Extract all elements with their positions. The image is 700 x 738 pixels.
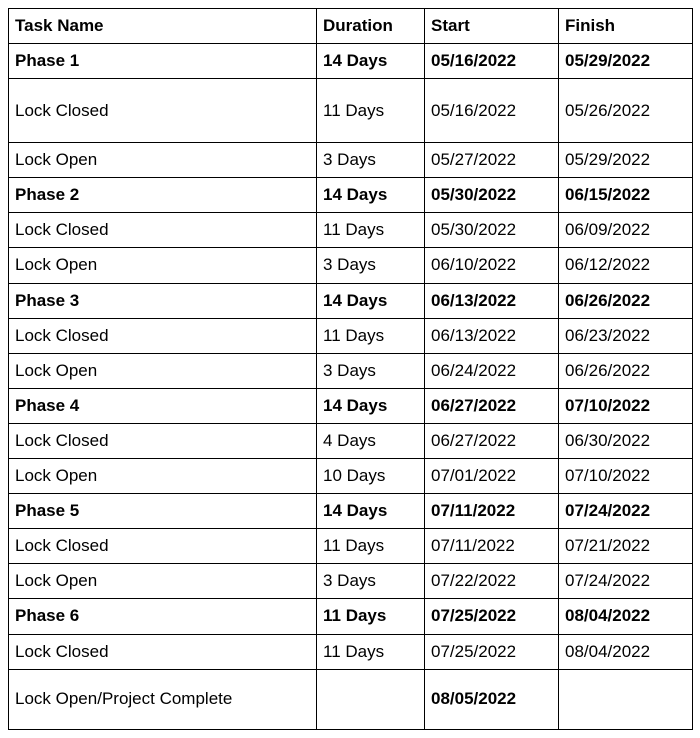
table-cell: 10 Days: [317, 459, 425, 494]
table-cell: 06/13/2022: [425, 283, 559, 318]
table-cell: 07/01/2022: [425, 459, 559, 494]
table-cell: Lock Open: [9, 353, 317, 388]
table-row: Lock Open/Project Complete 08/05/2022: [9, 669, 693, 729]
table-row: Lock Closed11 Days06/13/202206/23/2022: [9, 318, 693, 353]
table-cell: Lock Closed: [9, 79, 317, 143]
table-cell: 05/30/2022: [425, 178, 559, 213]
table-row: Phase 414 Days06/27/202207/10/2022: [9, 388, 693, 423]
table-cell: 07/25/2022: [425, 634, 559, 669]
table-cell: 06/24/2022: [425, 353, 559, 388]
table-cell: 14 Days: [317, 178, 425, 213]
table-cell: 05/27/2022: [425, 143, 559, 178]
table-cell: 08/04/2022: [559, 599, 693, 634]
table-cell: 06/26/2022: [559, 353, 693, 388]
table-cell: Phase 5: [9, 494, 317, 529]
table-cell: 11 Days: [317, 318, 425, 353]
table-cell: 06/13/2022: [425, 318, 559, 353]
table-cell: 14 Days: [317, 388, 425, 423]
table-cell: Phase 1: [9, 44, 317, 79]
table-header-row: Task Name Duration Start Finish: [9, 9, 693, 44]
table-cell: 08/05/2022: [425, 669, 559, 729]
table-row: Lock Closed11 Days05/16/202205/26/2022: [9, 79, 693, 143]
table-cell: Lock Open: [9, 564, 317, 599]
table-cell: 11 Days: [317, 529, 425, 564]
col-header-start: Start: [425, 9, 559, 44]
table-cell: 06/10/2022: [425, 248, 559, 283]
table-cell: 07/21/2022: [559, 529, 693, 564]
table-cell: 05/16/2022: [425, 44, 559, 79]
table-row: Phase 114 Days05/16/202205/29/2022: [9, 44, 693, 79]
table-row: Phase 314 Days06/13/202206/26/2022: [9, 283, 693, 318]
table-cell: Lock Closed: [9, 318, 317, 353]
table-cell: Lock Closed: [9, 634, 317, 669]
col-header-duration: Duration: [317, 9, 425, 44]
table-cell: Lock Open/Project Complete: [9, 669, 317, 729]
table-cell: 06/26/2022: [559, 283, 693, 318]
table-cell: 07/22/2022: [425, 564, 559, 599]
table-cell: Lock Open: [9, 459, 317, 494]
table-cell: 11 Days: [317, 599, 425, 634]
table-cell: 05/29/2022: [559, 143, 693, 178]
table-row: Phase 611 Days07/25/202208/04/2022: [9, 599, 693, 634]
table-cell: 07/25/2022: [425, 599, 559, 634]
table-cell: 4 Days: [317, 423, 425, 458]
table-cell: 06/23/2022: [559, 318, 693, 353]
table-cell: [317, 669, 425, 729]
table-cell: 08/04/2022: [559, 634, 693, 669]
table-row: Lock Open3 Days06/24/202206/26/2022: [9, 353, 693, 388]
table-row: Phase 214 Days05/30/202206/15/2022: [9, 178, 693, 213]
table-row: Lock Open3 Days06/10/202206/12/2022: [9, 248, 693, 283]
col-header-task: Task Name: [9, 9, 317, 44]
table-row: Lock Open3 Days05/27/202205/29/2022: [9, 143, 693, 178]
table-cell: 06/27/2022: [425, 423, 559, 458]
table-cell: 05/30/2022: [425, 213, 559, 248]
table-cell: Lock Open: [9, 143, 317, 178]
table-cell: [559, 669, 693, 729]
table-cell: 06/15/2022: [559, 178, 693, 213]
table-body: Phase 114 Days05/16/202205/29/2022Lock C…: [9, 44, 693, 730]
table-cell: 14 Days: [317, 494, 425, 529]
table-cell: 06/12/2022: [559, 248, 693, 283]
table-cell: 05/26/2022: [559, 79, 693, 143]
table-cell: 06/09/2022: [559, 213, 693, 248]
table-cell: Lock Closed: [9, 213, 317, 248]
table-cell: Lock Open: [9, 248, 317, 283]
table-cell: 06/30/2022: [559, 423, 693, 458]
table-cell: 07/10/2022: [559, 459, 693, 494]
table-row: Lock Open3 Days07/22/202207/24/2022: [9, 564, 693, 599]
table-cell: Phase 6: [9, 599, 317, 634]
col-header-finish: Finish: [559, 9, 693, 44]
table-cell: 3 Days: [317, 248, 425, 283]
table-cell: 07/11/2022: [425, 529, 559, 564]
table-cell: 3 Days: [317, 564, 425, 599]
project-schedule-table: Task Name Duration Start Finish Phase 11…: [8, 8, 693, 730]
table-row: Lock Closed11 Days07/25/202208/04/2022: [9, 634, 693, 669]
table-cell: 3 Days: [317, 353, 425, 388]
table-cell: Phase 3: [9, 283, 317, 318]
table-cell: 07/11/2022: [425, 494, 559, 529]
table-row: Lock Closed11 Days05/30/202206/09/2022: [9, 213, 693, 248]
table-cell: 11 Days: [317, 79, 425, 143]
table-row: Phase 514 Days07/11/202207/24/2022: [9, 494, 693, 529]
table-cell: 3 Days: [317, 143, 425, 178]
table-cell: 06/27/2022: [425, 388, 559, 423]
table-cell: 14 Days: [317, 44, 425, 79]
table-cell: Phase 4: [9, 388, 317, 423]
table-cell: Phase 2: [9, 178, 317, 213]
table-cell: 14 Days: [317, 283, 425, 318]
table-cell: 05/16/2022: [425, 79, 559, 143]
table-cell: 05/29/2022: [559, 44, 693, 79]
table-cell: 11 Days: [317, 213, 425, 248]
table-cell: 07/24/2022: [559, 494, 693, 529]
table-cell: Lock Closed: [9, 423, 317, 458]
table-row: Lock Open10 Days07/01/202207/10/2022: [9, 459, 693, 494]
table-cell: Lock Closed: [9, 529, 317, 564]
table-row: Lock Closed4 Days06/27/202206/30/2022: [9, 423, 693, 458]
table-row: Lock Closed11 Days07/11/202207/21/2022: [9, 529, 693, 564]
table-cell: 07/24/2022: [559, 564, 693, 599]
table-cell: 11 Days: [317, 634, 425, 669]
table-cell: 07/10/2022: [559, 388, 693, 423]
